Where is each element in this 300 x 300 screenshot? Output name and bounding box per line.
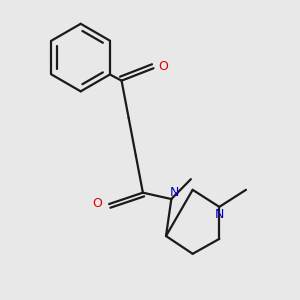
Text: O: O [158,60,168,73]
Text: N: N [170,186,180,199]
Text: N: N [214,208,224,221]
Text: O: O [92,197,102,210]
